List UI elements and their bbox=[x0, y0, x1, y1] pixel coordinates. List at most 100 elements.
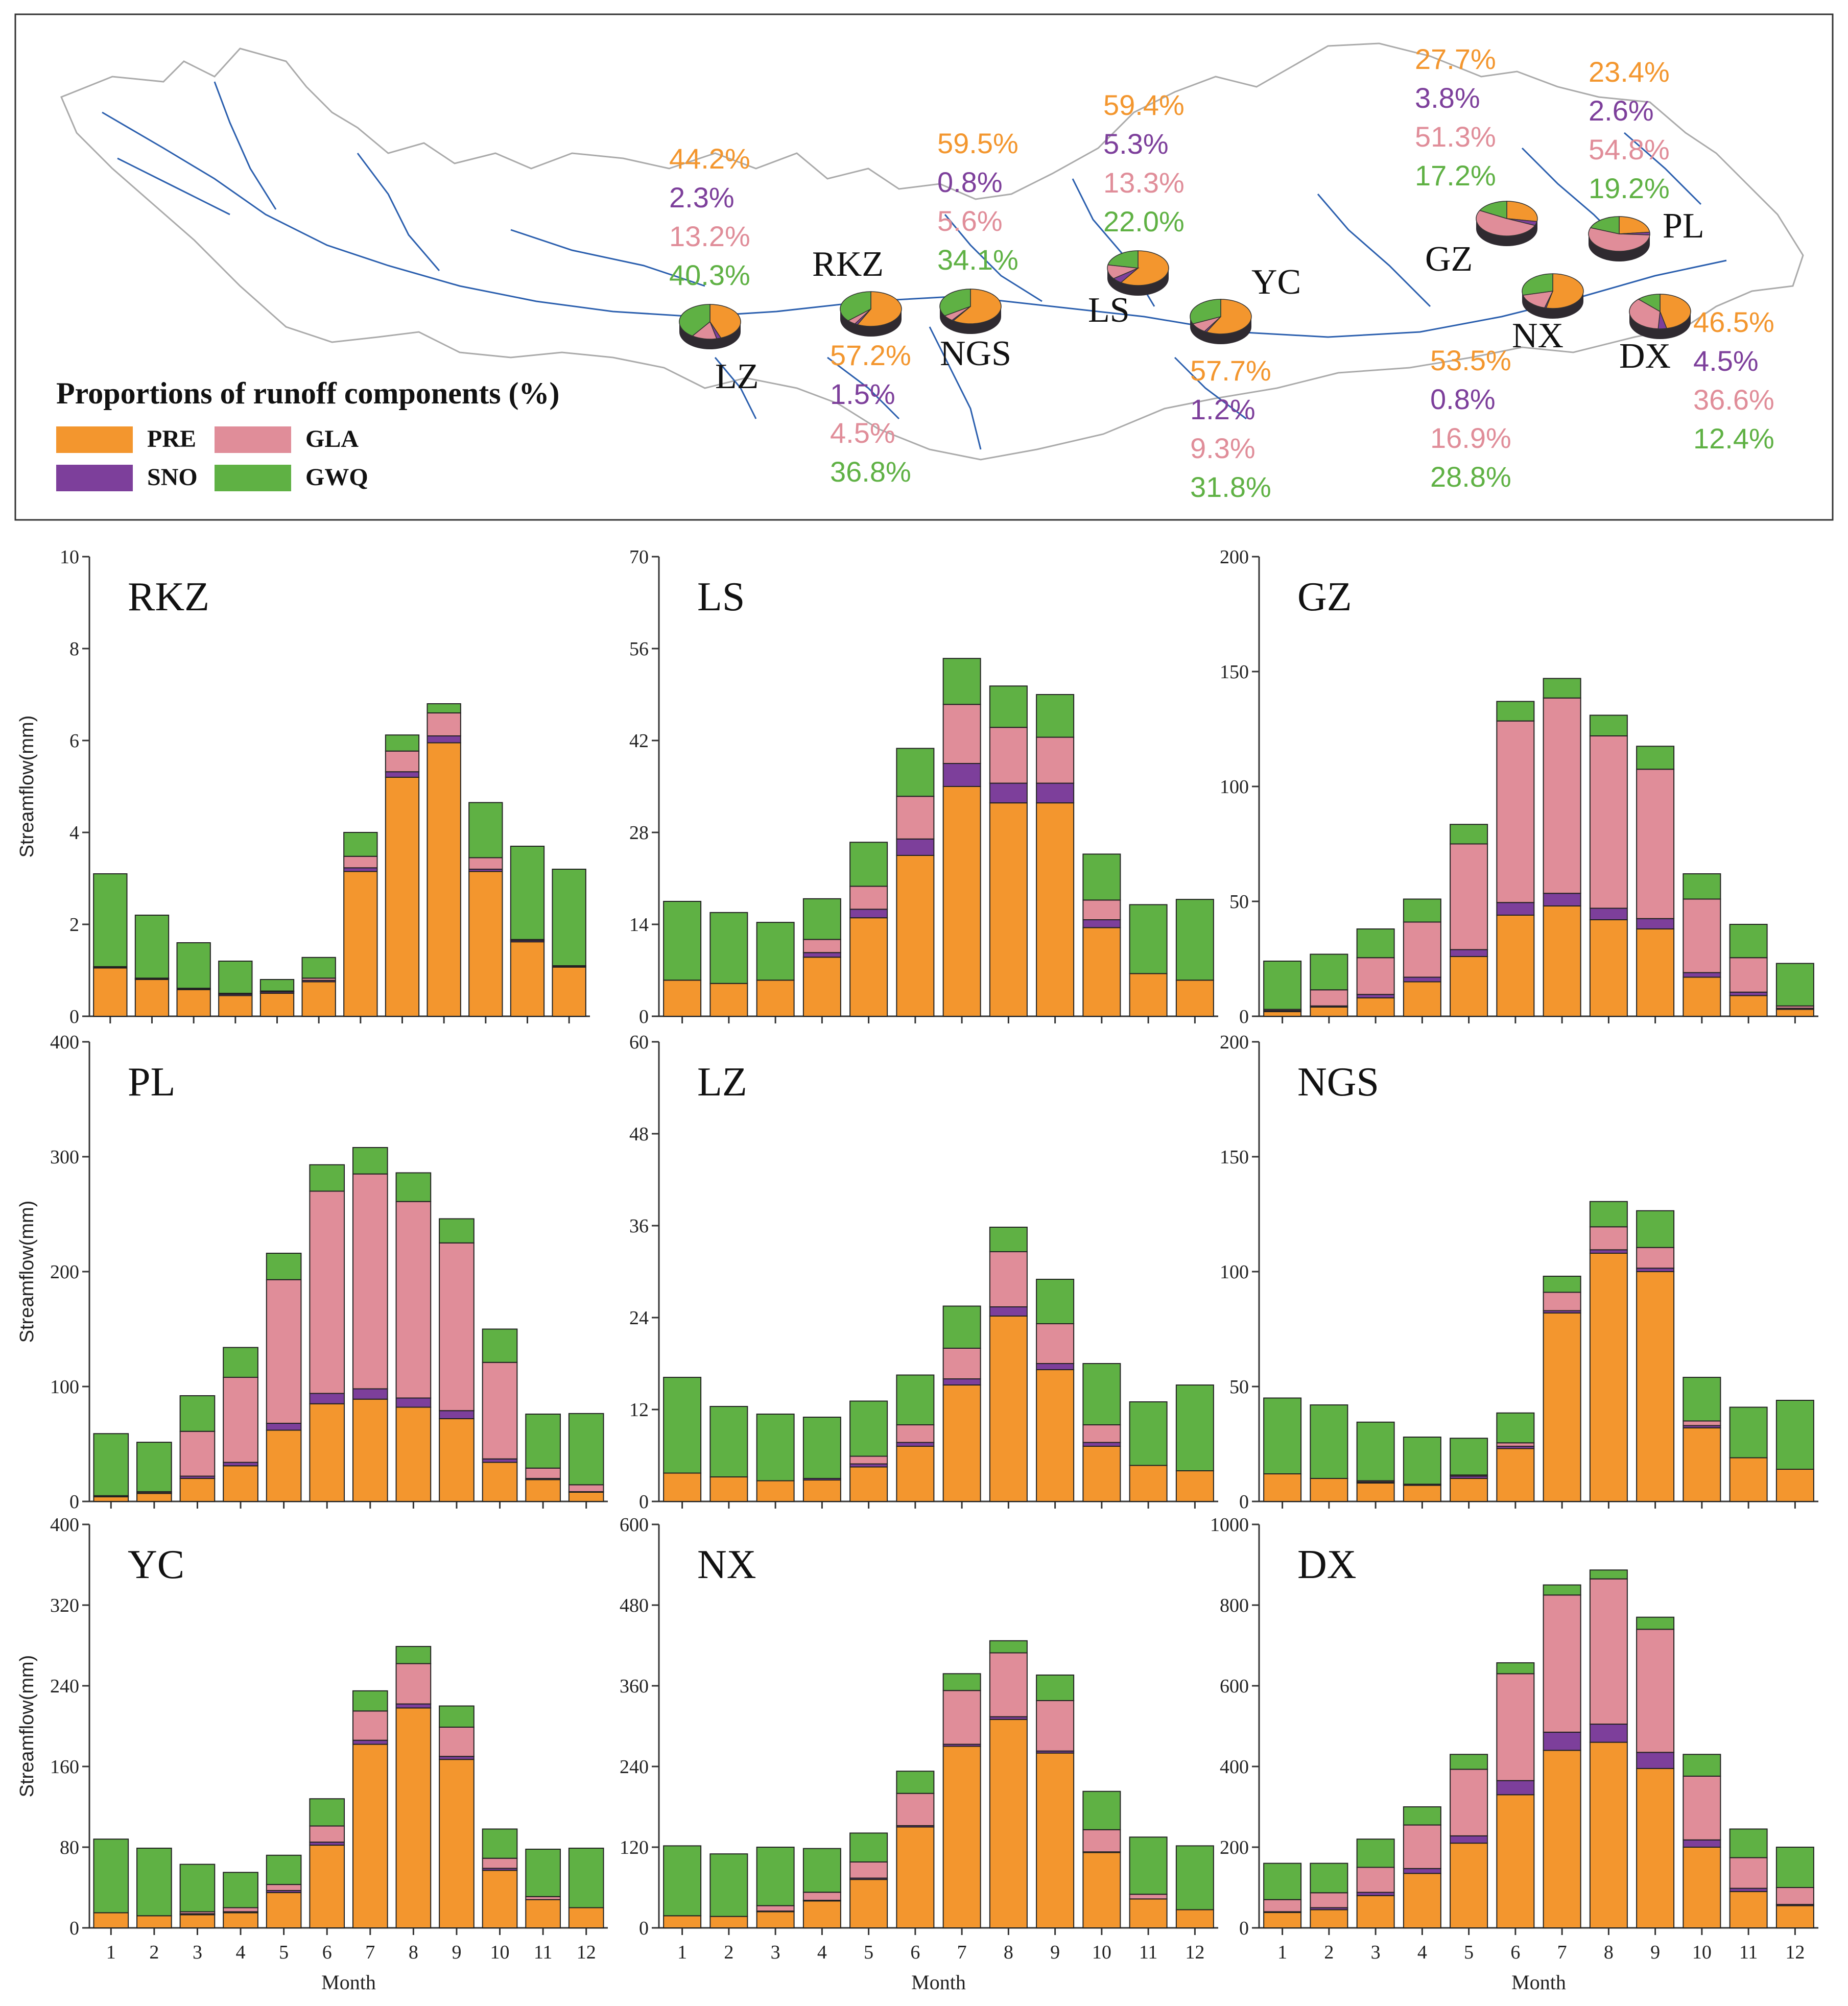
bar-pre-m7 bbox=[942, 786, 981, 1017]
map-sites: LZ 44.2% 2.3% 13.2% 40.3% RKZ 57.2% 1.5% 4.5% 36.… bbox=[669, 43, 1774, 503]
legend-swatch-sno bbox=[56, 465, 133, 491]
y-tick-label: 0 bbox=[69, 1918, 79, 1939]
bar-gwq-m10 bbox=[1683, 1377, 1721, 1422]
bar-sno-m4 bbox=[802, 952, 841, 958]
bar-pre-m1 bbox=[93, 1496, 129, 1502]
bar-gwq-m12 bbox=[568, 1847, 604, 1908]
bar-gwq-m1 bbox=[93, 1433, 129, 1496]
y-tick-label: 70 bbox=[629, 546, 649, 568]
pct-sno: 1.5% bbox=[830, 378, 895, 410]
bar-gwq-m7 bbox=[942, 1305, 981, 1349]
bar-sno-m9 bbox=[439, 1410, 475, 1419]
pct-gla: 36.6% bbox=[1693, 384, 1774, 416]
y-tick-label: 100 bbox=[1220, 1261, 1249, 1283]
bar-gla-m3 bbox=[179, 1430, 216, 1477]
pct-gwq: 36.8% bbox=[830, 456, 911, 488]
bar-gwq-m1 bbox=[663, 1845, 702, 1917]
y-tick-label: 600 bbox=[620, 1514, 649, 1536]
bar-gwq-m4 bbox=[1403, 1806, 1441, 1826]
bar-pre-m12 bbox=[1775, 1009, 1814, 1017]
bar-pre-m7 bbox=[1543, 1750, 1581, 1928]
site-label: LS bbox=[1088, 291, 1130, 330]
bar-gwq-m8 bbox=[989, 1640, 1028, 1654]
bar-sno-m6 bbox=[1496, 1780, 1535, 1796]
bar-gwq-m1 bbox=[1263, 961, 1302, 1010]
pie-slice-pre bbox=[952, 289, 1002, 324]
bar-pre-m7 bbox=[343, 871, 378, 1017]
x-axis-label: Month bbox=[321, 1971, 376, 1994]
bar-pre-m2 bbox=[709, 1476, 748, 1502]
bar-gla-m9 bbox=[439, 1242, 475, 1412]
x-tick-label: 5 bbox=[279, 1942, 289, 1963]
bar-gla-m7 bbox=[1543, 1292, 1581, 1311]
site-gz: GZ 27.7% 3.8% 51.3% 17.2% bbox=[1415, 43, 1538, 279]
bar-sno-m8 bbox=[1589, 1249, 1628, 1254]
pct-pre: 53.5% bbox=[1430, 344, 1511, 376]
bar-pre-m2 bbox=[1310, 1007, 1348, 1017]
bar-gwq-m3 bbox=[179, 1395, 216, 1432]
x-tick-label: 2 bbox=[1324, 1942, 1334, 1963]
bar-gla-m9 bbox=[1636, 1247, 1675, 1269]
chart-title: LZ bbox=[697, 1060, 747, 1105]
y-tick-label: 0 bbox=[639, 1918, 649, 1939]
bar-gwq-m3 bbox=[1356, 1838, 1395, 1868]
bar-gwq-m10 bbox=[1082, 1363, 1121, 1425]
x-tick-label: 9 bbox=[1050, 1942, 1060, 1963]
bar-sno-m7 bbox=[1543, 893, 1581, 906]
bar-gwq-m11 bbox=[1729, 1828, 1768, 1858]
pie-slice-gla bbox=[1588, 227, 1650, 252]
pie-slice-pre bbox=[857, 291, 902, 327]
bar-sno-m6 bbox=[1496, 902, 1535, 916]
bar-gwq-m4 bbox=[802, 1417, 841, 1479]
chart-title: NGS bbox=[1297, 1060, 1379, 1105]
pie-slice-gwq bbox=[1479, 201, 1507, 220]
bar-sno-m4 bbox=[1403, 976, 1441, 983]
bar-gla-m8 bbox=[989, 727, 1028, 784]
x-tick-label: 12 bbox=[1785, 1942, 1805, 1963]
bar-pre-m11 bbox=[1729, 995, 1768, 1017]
bar-gla-m12 bbox=[568, 1484, 604, 1492]
site-label: NGS bbox=[940, 334, 1011, 373]
pct-gla: 51.3% bbox=[1415, 121, 1496, 153]
bar-pre-m4 bbox=[223, 1912, 258, 1928]
bar-gwq-m2 bbox=[1310, 953, 1348, 991]
bar-gwq-m4 bbox=[223, 1347, 258, 1378]
bar-gla-m7 bbox=[352, 1173, 388, 1390]
bar-gwq-m9 bbox=[1636, 746, 1675, 770]
pct-gla: 5.6% bbox=[937, 205, 1003, 237]
y-tick-label: 0 bbox=[1239, 1918, 1249, 1939]
legend-label-gla: GLA bbox=[305, 425, 359, 452]
bar-gla-m4 bbox=[223, 1907, 258, 1913]
bar-pre-m2 bbox=[1310, 1909, 1348, 1928]
bar-gla-m2 bbox=[1310, 1892, 1348, 1908]
bar-gla-m3 bbox=[756, 1905, 795, 1912]
bar-sno-m6 bbox=[896, 1442, 935, 1447]
bar-gla-m10 bbox=[482, 1362, 518, 1460]
bar-sno-m8 bbox=[989, 782, 1028, 804]
bar-pre-m12 bbox=[568, 1492, 604, 1502]
pct-gwq: 19.2% bbox=[1589, 172, 1670, 204]
bar-pre-m9 bbox=[1036, 1369, 1075, 1502]
bar-gla-m3 bbox=[1356, 1867, 1395, 1893]
bar-gwq-m10 bbox=[468, 802, 503, 858]
bar-gwq-m6 bbox=[301, 957, 336, 979]
x-tick-label: 12 bbox=[1185, 1942, 1204, 1963]
site-yc: YC 57.7% 1.2% 9.3% 31.8% bbox=[1190, 262, 1301, 503]
bar-pre-m4 bbox=[223, 1465, 258, 1502]
bar-gla-m11 bbox=[1729, 1857, 1768, 1889]
bar-pre-m7 bbox=[1543, 1312, 1581, 1502]
y-tick-label: 600 bbox=[1220, 1676, 1249, 1697]
bar-sno-m4 bbox=[223, 1462, 258, 1467]
bar-gwq-m8 bbox=[1589, 714, 1628, 736]
bar-gla-m10 bbox=[1082, 1829, 1121, 1853]
chart-title: GZ bbox=[1297, 575, 1352, 619]
bar-gla-m5 bbox=[266, 1279, 302, 1424]
y-tick-label: 80 bbox=[60, 1837, 79, 1858]
bar-pre-m5 bbox=[849, 1466, 888, 1502]
y-tick-label: 200 bbox=[50, 1261, 79, 1283]
bar-sno-m9 bbox=[1636, 1752, 1675, 1769]
y-tick-label: 60 bbox=[629, 1032, 649, 1053]
y-tick-label: 0 bbox=[639, 1491, 649, 1513]
bar-gwq-m2 bbox=[709, 912, 748, 984]
bar-gwq-m8 bbox=[1589, 1569, 1628, 1580]
